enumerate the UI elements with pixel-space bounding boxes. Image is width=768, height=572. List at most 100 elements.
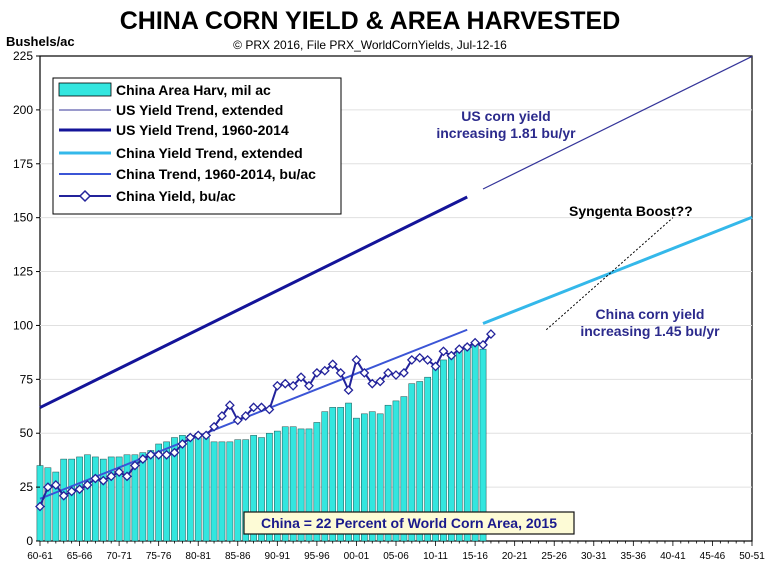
area-bar (194, 432, 202, 542)
annotation-syngenta: Syngenta Boost?? (569, 203, 693, 219)
china-yield-point (201, 430, 212, 441)
y-tick-label: 100 (13, 318, 33, 332)
area-bar (99, 458, 107, 542)
y-tick-label: 200 (13, 103, 33, 117)
legend-label-us-ext: US Yield Trend, extended (116, 102, 283, 118)
china-yield-point (383, 367, 394, 378)
china-yield-point (478, 339, 488, 350)
x-tick-label: 95-96 (304, 551, 330, 562)
x-tick-label: 90-91 (265, 551, 291, 562)
x-tick-label: 35-36 (621, 551, 647, 562)
china-yield-point (240, 411, 251, 421)
china-yield-point (177, 439, 188, 449)
area-bar (84, 454, 91, 542)
china-yield-point (42, 482, 53, 493)
china-yield-point (137, 454, 148, 465)
china-yield-point (145, 449, 156, 460)
china-yield-point (367, 378, 378, 389)
china-yield-point (153, 449, 164, 460)
y-tick-label: 150 (13, 211, 33, 225)
area-bar (92, 456, 99, 542)
china-yield-point (217, 411, 227, 421)
china-yield-point (462, 342, 473, 352)
x-tick-label: 70-71 (106, 551, 132, 562)
y-tick-label: 75 (20, 372, 34, 386)
annotation-us-yield-1: US corn yield (461, 108, 550, 124)
china-yield-line (39, 333, 492, 507)
area-bar (139, 452, 147, 542)
x-tick-label: 50-51 (739, 551, 765, 562)
area-bar (471, 342, 479, 542)
area-bar (147, 450, 155, 542)
x-tick-label: 75-76 (146, 551, 172, 562)
x-tick-label: 20-21 (502, 551, 528, 562)
china-yield-point (248, 402, 259, 413)
x-tick-label: 30-31 (581, 551, 607, 562)
y-tick-label: 25 (20, 480, 34, 494)
china-yield-point (311, 367, 322, 378)
chart-title: CHINA CORN YIELD & AREA HARVESTED (120, 7, 621, 35)
x-tick-label: 65-66 (67, 551, 93, 562)
x-tick-label: 10-11 (423, 551, 448, 562)
china-yield-point (351, 355, 362, 365)
area-bar (76, 456, 83, 542)
y-axis-label: Bushels/ac (6, 34, 75, 49)
china-yield-point (161, 449, 172, 460)
legend-label-us-trend: US Yield Trend, 1960-2014 (116, 122, 289, 138)
chart-subtitle: © PRX 2016, File PRX_WorldCornYields, Ju… (233, 38, 507, 52)
y-axis-ticks: 0 25 50 75 100 125 150 175 200 225 (13, 49, 40, 548)
china-yield-point (454, 344, 465, 355)
area-bar (44, 467, 52, 542)
china-yield-point (82, 480, 93, 490)
x-tick-label: 85-86 (225, 551, 251, 562)
legend-box (52, 77, 342, 215)
annotation-china-yield-1: China corn yield (596, 306, 705, 322)
china-yield-point (375, 376, 386, 387)
area-bar (226, 441, 234, 542)
legend-label-area: China Area Harv, mil ac (116, 82, 271, 98)
china-yield-point (232, 415, 243, 426)
y-tick-label: 125 (13, 265, 33, 279)
annotation-china-yield-2: increasing 1.45 bu/yr (580, 323, 720, 339)
china-yield-point (398, 367, 409, 378)
china-yield-point (50, 480, 61, 490)
area-bar (210, 441, 218, 542)
china-yield-point (130, 460, 140, 471)
china-yield-point (272, 380, 283, 391)
y-tick-label: 0 (26, 534, 33, 548)
china-yield-trend-line (39, 328, 468, 500)
china-yield-point (280, 378, 291, 389)
china-yield-point (288, 380, 299, 391)
china-yield-series (35, 329, 496, 512)
area-bar (234, 439, 242, 542)
x-tick-label: 05-06 (383, 551, 409, 562)
area-bar (68, 458, 75, 542)
china-yield-point (335, 367, 346, 378)
china-yield-point (209, 421, 219, 432)
trend-lines (39, 55, 753, 500)
y-tick-label: 225 (13, 49, 33, 63)
china-yield-point (224, 400, 235, 411)
us-yield-trend-extended-line (482, 55, 753, 190)
x-tick-label: 80-81 (185, 551, 211, 562)
syngenta-boost-line (545, 217, 674, 331)
china-yield-point (90, 473, 101, 484)
china-yield-point (35, 501, 45, 512)
china-yield-point (319, 365, 330, 376)
y-tick-label: 50 (20, 426, 34, 440)
y-tick-label: 175 (13, 157, 33, 171)
china-yield-point (114, 467, 125, 477)
area-bar (179, 435, 186, 542)
china-yield-point (486, 329, 496, 339)
us-yield-trend-line (39, 195, 468, 409)
china-yield-point (446, 350, 457, 361)
china-yield-point (185, 432, 196, 443)
legend: China Area Harv, mil ac US Yield Trend, … (52, 77, 342, 215)
china-yield-point (304, 380, 314, 391)
annotation-us-yield-2: increasing 1.81 bu/yr (436, 125, 576, 141)
china-yield-point (438, 346, 449, 357)
china-yield-point (106, 471, 117, 482)
china-yield-point (422, 355, 433, 365)
area-bar (123, 454, 131, 542)
